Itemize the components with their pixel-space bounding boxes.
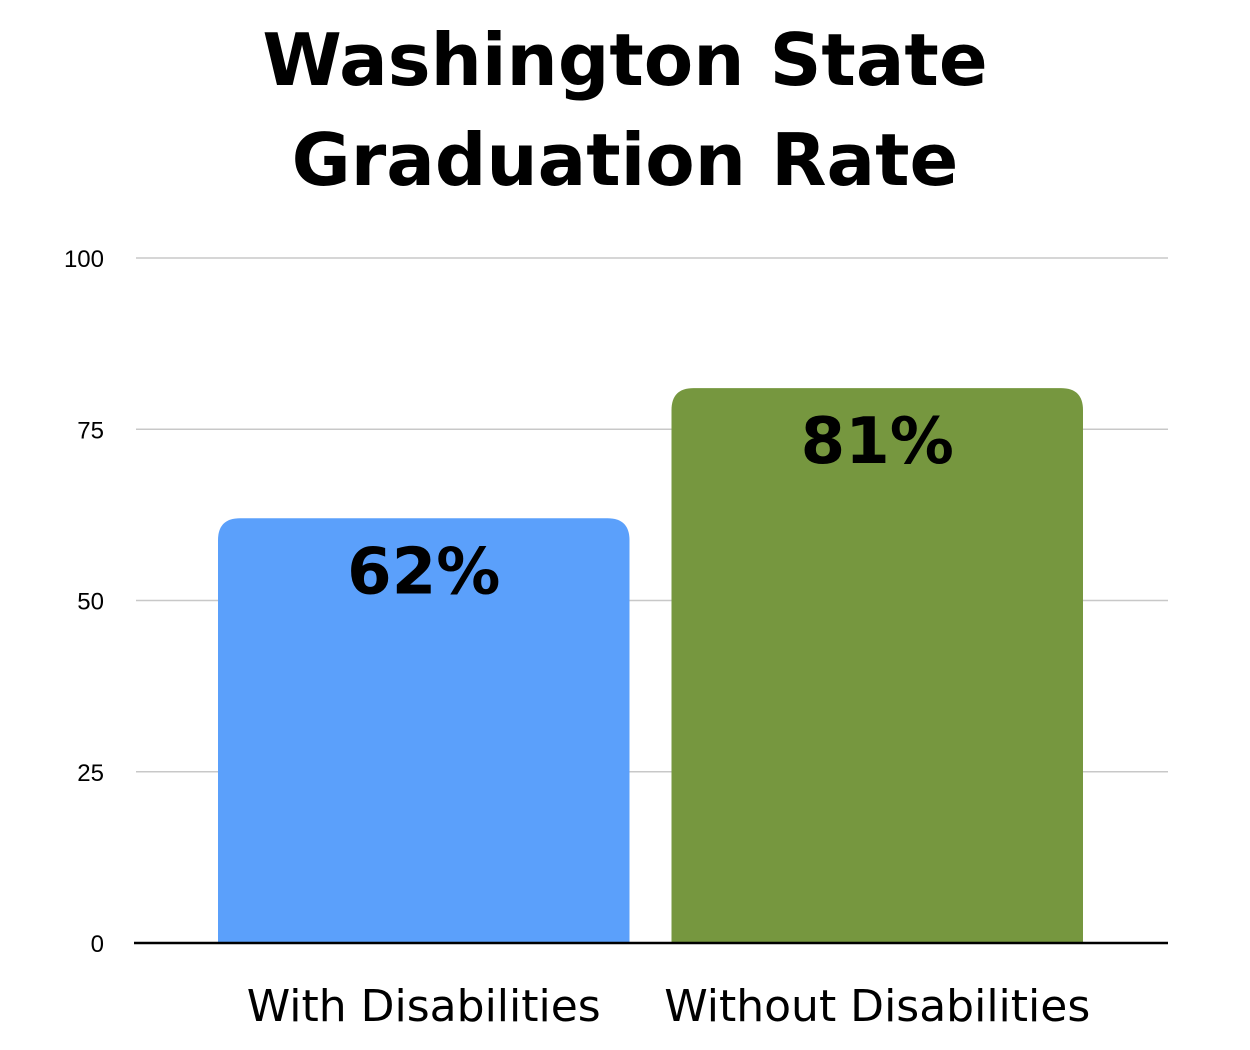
chart-title-line-2: Graduation Rate — [291, 118, 959, 202]
y-axis-ticks: 0 25 50 75 100 — [64, 246, 104, 958]
chart-title-line-1: Washington State — [262, 18, 988, 102]
y-tick-label-0: 0 — [91, 931, 104, 958]
bar-1 — [671, 388, 1083, 943]
y-tick-label-50: 50 — [77, 589, 104, 616]
y-tick-label-100: 100 — [64, 246, 104, 273]
bars — [218, 388, 1083, 943]
y-tick-label-25: 25 — [77, 760, 104, 787]
category-label-0: With Disabilities — [247, 981, 601, 1032]
category-labels: With Disabilities Without Disabilities — [247, 981, 1090, 1032]
y-tick-label-75: 75 — [77, 417, 104, 444]
chart-title: Washington State Graduation Rate — [0, 10, 1250, 210]
bar-0 — [218, 518, 630, 943]
data-labels: 62% 81% — [347, 405, 954, 609]
data-label-0: 62% — [347, 535, 500, 609]
category-label-1: Without Disabilities — [664, 981, 1090, 1032]
data-label-1: 81% — [801, 405, 954, 479]
